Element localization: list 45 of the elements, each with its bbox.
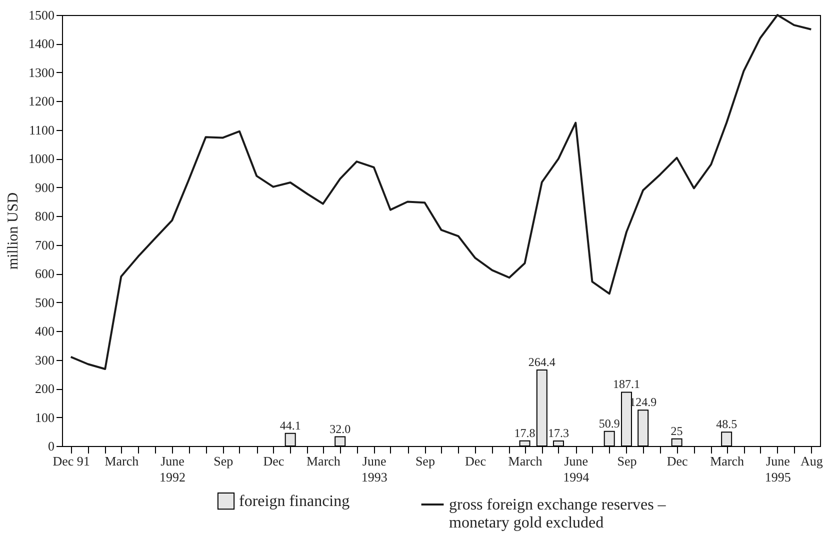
x-tick-label: June 1994 — [563, 454, 590, 484]
data-label: 25 — [670, 424, 683, 438]
x-tick-label: March — [710, 454, 745, 468]
x-tick-label: Dec — [263, 454, 284, 468]
data-label: 17.3 — [548, 426, 569, 440]
y-tick-label: 200 — [35, 381, 54, 396]
legend-label: gross foreign exchange reserves – monetary gold excluded — [449, 496, 667, 532]
x-tick-label: June 1995 — [764, 454, 791, 484]
y-tick-label: 800 — [35, 208, 54, 224]
y-tick-label: 1400 — [28, 36, 54, 52]
legend-label: foreign financing — [239, 493, 350, 510]
data-label: 48.5 — [716, 417, 738, 432]
y-tick-label: 1100 — [28, 122, 54, 138]
x-tick-label: June 1992 — [160, 454, 186, 484]
data-label: 187.1 — [612, 377, 640, 392]
y-tick-label: 300 — [35, 352, 54, 368]
data-label: 264.4 — [528, 355, 556, 370]
x-tick-label: Dec — [465, 454, 486, 468]
line-series — [70, 14, 812, 370]
data-label: 44.1 — [280, 418, 301, 432]
y-tick-label: 1300 — [28, 64, 54, 80]
y-tick-label: 600 — [35, 266, 54, 282]
y-tick-label: 400 — [35, 324, 54, 339]
y-tick-label: 1500 — [28, 8, 54, 22]
x-tick-label: Dec 91 — [52, 454, 90, 468]
x-tick-label: Sep — [415, 454, 435, 468]
data-label: 32.0 — [330, 422, 351, 436]
y-tick-label: 100 — [35, 410, 54, 425]
y-tick-label: 1000 — [28, 151, 54, 166]
x-tick-label: March — [104, 454, 140, 468]
y-tick-label: 500 — [35, 294, 54, 310]
x-tick-label: Aug — [800, 454, 824, 468]
y-tick-label: 0 — [48, 438, 54, 454]
data-label: 17.8 — [514, 426, 536, 440]
x-tick-label: Dec — [666, 454, 688, 468]
x-tick-label: June 1993 — [361, 454, 388, 484]
y-tick-label: 1200 — [28, 94, 54, 109]
x-tick-label: March — [508, 454, 543, 468]
data-label: 50.9 — [598, 416, 620, 430]
x-tick-label: Sep — [617, 454, 637, 468]
y-tick-label: 900 — [35, 180, 54, 195]
y-axis-title: million USD — [6, 192, 22, 270]
x-tick-label: Sep — [214, 454, 234, 468]
y-tick-label: 700 — [35, 237, 54, 252]
x-tick-label: March — [306, 454, 341, 468]
